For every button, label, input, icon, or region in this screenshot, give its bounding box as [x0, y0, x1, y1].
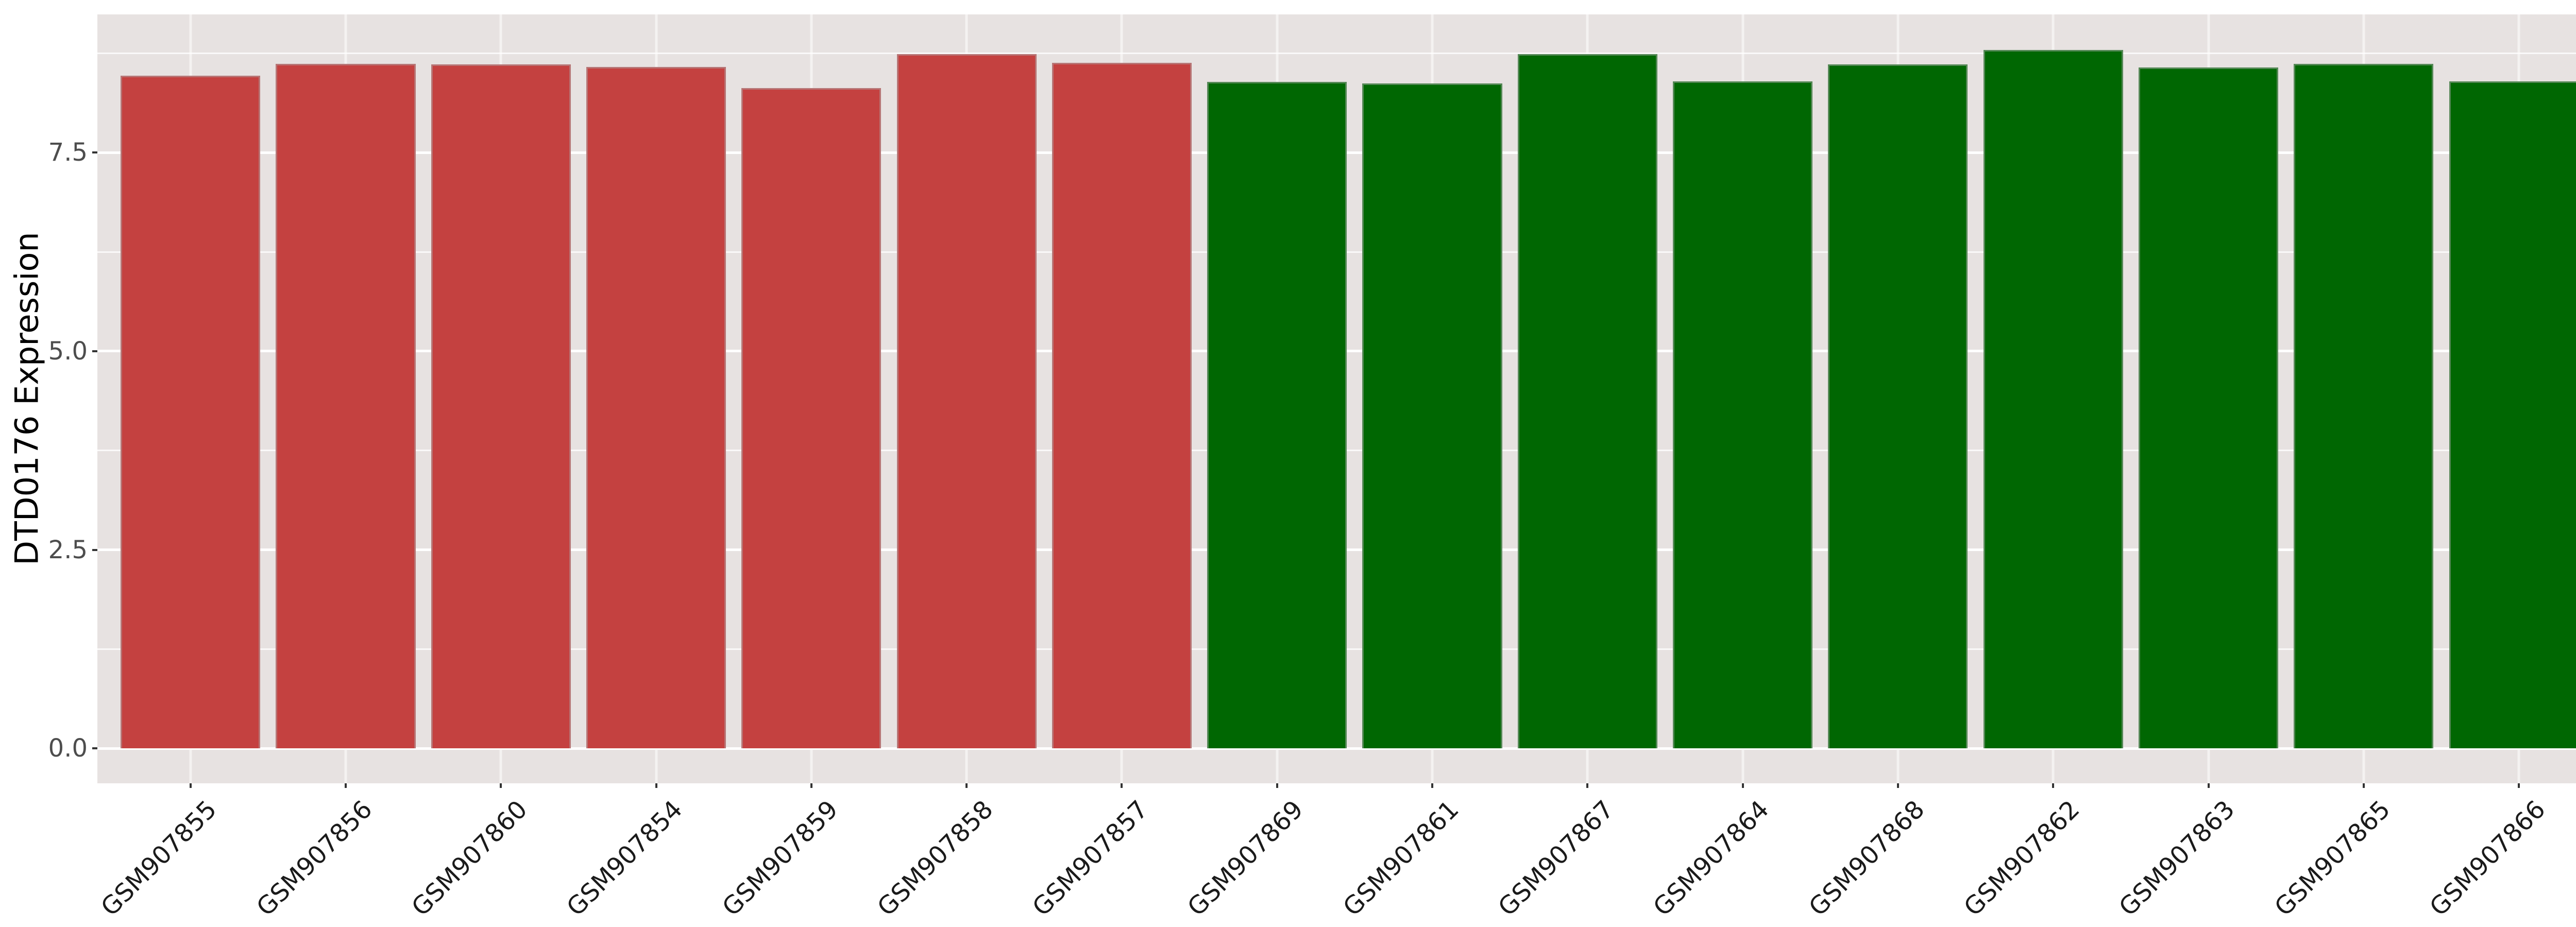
x-tick-mark — [344, 783, 347, 788]
bars-area — [97, 14, 2576, 783]
bar-GSM907854 — [586, 66, 726, 749]
x-tick-label-GSM907861: GSM907861 — [1337, 795, 1465, 922]
y-tick-label: 5.0 — [48, 336, 88, 366]
x-tick-label-GSM907857: GSM907857 — [1027, 795, 1154, 922]
bar-GSM907863 — [2138, 67, 2279, 749]
x-axis-cell: GSM907854 — [561, 783, 734, 927]
bar-GSM907858 — [896, 54, 1037, 749]
bar-slot — [579, 14, 734, 783]
bar-slot — [2286, 14, 2441, 783]
bar-slot — [1354, 14, 1510, 783]
x-axis-cell: GSM907868 — [1803, 783, 1975, 927]
x-tick-mark — [965, 783, 968, 788]
x-axis-cell: GSM907863 — [2113, 783, 2286, 927]
x-tick-label-GSM907867: GSM907867 — [1493, 795, 1620, 922]
bar-GSM907859 — [741, 88, 882, 749]
x-tick-mark — [500, 783, 502, 788]
x-tick-label-GSM907860: GSM907860 — [406, 795, 533, 922]
y-tick-label: 2.5 — [48, 535, 88, 564]
y-axis: 0.0 2.5 5.0 7.5 — [0, 0, 97, 927]
x-tick-label-GSM907855: GSM907855 — [95, 795, 223, 922]
x-axis: GSM907855 GSM907856 GSM907860 GSM907854 GSM9… — [96, 783, 2576, 927]
bar-GSM907855 — [121, 75, 261, 749]
bar-GSM907860 — [431, 64, 571, 749]
x-tick-mark — [2207, 783, 2210, 788]
x-axis-cell: GSM907857 — [1027, 783, 1199, 927]
x-tick-label-GSM907863: GSM907863 — [2113, 795, 2241, 922]
x-axis-cell: GSM907855 — [96, 783, 268, 927]
y-tick-label: 7.5 — [48, 138, 88, 167]
gridline-h-minor — [97, 53, 2576, 55]
x-tick-mark — [1121, 783, 1123, 788]
bar-slot — [1510, 14, 1665, 783]
bar-GSM907869 — [1207, 82, 1347, 749]
x-tick-mark — [1896, 783, 1899, 788]
bar-slot — [268, 14, 423, 783]
x-tick-mark — [1741, 783, 1744, 788]
x-axis-cell: GSM907862 — [1958, 783, 2131, 927]
x-axis-cell: GSM907865 — [2269, 783, 2441, 927]
bar-GSM907861 — [1362, 83, 1502, 749]
x-axis-cell: GSM907869 — [1182, 783, 1354, 927]
bar-slot — [734, 14, 889, 783]
y-tick-mark — [92, 548, 97, 551]
x-tick-mark — [810, 783, 812, 788]
x-axis-cell: GSM907860 — [406, 783, 579, 927]
x-axis-cell: GSM907858 — [872, 783, 1044, 927]
x-tick-mark — [1276, 783, 1278, 788]
x-tick-label-GSM907859: GSM907859 — [716, 795, 844, 922]
y-tick-mark — [92, 151, 97, 154]
x-tick-mark — [2052, 783, 2055, 788]
x-tick-label-GSM907854: GSM907854 — [561, 795, 688, 922]
x-tick-mark — [655, 783, 657, 788]
x-tick-mark — [1431, 783, 1434, 788]
x-tick-label-GSM907862: GSM907862 — [1958, 795, 2086, 922]
x-tick-mark — [1586, 783, 1589, 788]
x-tick-label-GSM907856: GSM907856 — [250, 795, 378, 922]
x-tick-mark — [2362, 783, 2365, 788]
x-tick-label-GSM907868: GSM907868 — [1803, 795, 1930, 922]
bar-slot — [889, 14, 1044, 783]
bar-slot — [113, 14, 268, 783]
y-tick-label: 0.0 — [48, 734, 88, 763]
bar-GSM907868 — [1828, 64, 1968, 749]
y-tick-mark — [92, 350, 97, 352]
bar-slot — [1976, 14, 2131, 783]
bar-GSM907864 — [1673, 81, 1813, 749]
x-tick-label-GSM907866: GSM907866 — [2424, 795, 2551, 922]
x-tick-label-GSM907858: GSM907858 — [872, 795, 999, 922]
bar-slot — [1665, 14, 1820, 783]
x-axis-cell: GSM907864 — [1648, 783, 1820, 927]
x-tick-mark — [189, 783, 192, 788]
bar-slot — [1044, 14, 1199, 783]
x-axis-cell: GSM907861 — [1337, 783, 1510, 927]
y-tick-mark — [92, 747, 97, 750]
x-tick-label-GSM907869: GSM907869 — [1182, 795, 1309, 922]
bar-GSM907862 — [1983, 50, 2123, 749]
x-axis-cell: GSM907856 — [251, 783, 423, 927]
x-axis-cell: GSM907859 — [717, 783, 889, 927]
plot-panel — [97, 14, 2576, 783]
x-axis-cell: GSM907867 — [1493, 783, 1665, 927]
bar-slot — [1820, 14, 1975, 783]
bar-slot — [423, 14, 579, 783]
x-tick-label-GSM907865: GSM907865 — [2268, 795, 2396, 922]
bar-slot — [2441, 14, 2576, 783]
bar-slot — [1199, 14, 1354, 783]
x-tick-mark — [2518, 783, 2520, 788]
bar-GSM907865 — [2294, 63, 2434, 749]
bar-GSM907867 — [1517, 54, 1657, 749]
bar-GSM907856 — [276, 63, 416, 749]
bar-slot — [2131, 14, 2286, 783]
bar-GSM907866 — [2449, 81, 2576, 749]
bar-GSM907857 — [1052, 63, 1192, 749]
x-axis-cell: GSM907866 — [2424, 783, 2576, 927]
x-tick-label-GSM907864: GSM907864 — [1648, 795, 1775, 922]
